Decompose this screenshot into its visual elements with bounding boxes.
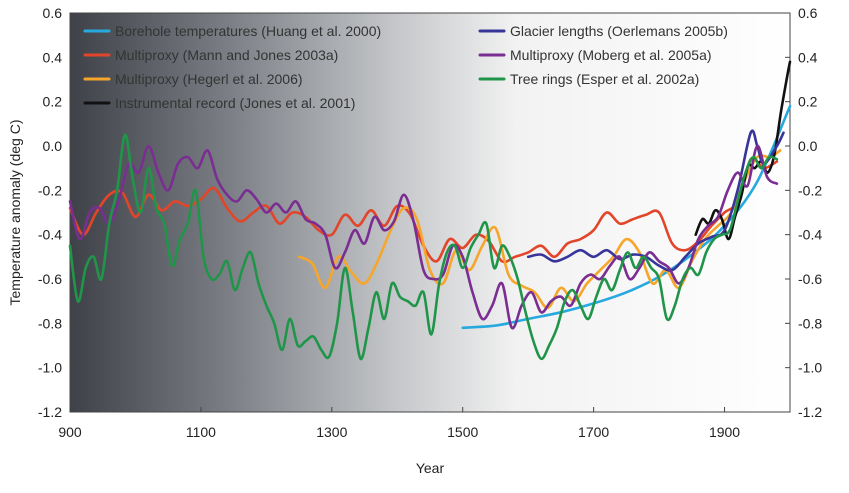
y-tick-label: 0.2 [43,94,63,110]
series-line-0 [461,104,792,330]
legend: Borehole temperatures (Huang et al. 2000… [83,23,728,111]
y-tick-label-right: 0.4 [798,49,818,65]
y-tick-label: 0.6 [43,5,63,21]
y-tick-label: -0.6 [38,271,62,287]
legend-label: Glacier lengths (Oerlemans 2005b) [510,23,728,39]
series-line-6 [68,133,779,361]
y-tick-label: -0.8 [38,315,62,331]
legend-label: Multiproxy (Hegerl et al. 2006) [115,71,303,87]
series-lines [68,60,792,361]
y-tick-label: -0.4 [38,227,62,243]
y-tick-label-right: -0.8 [798,315,822,331]
y-tick-label-right: -0.2 [798,182,822,198]
y-tick-label-right: -0.4 [798,227,822,243]
x-tick-label: 1500 [447,424,478,440]
plot-frame [69,12,791,413]
x-tick-label: 1300 [316,424,347,440]
y-tick-label-right: 0.0 [798,138,818,154]
x-tick-label: 1100 [186,424,216,440]
y-tick-label: -0.2 [38,182,62,198]
series-line-5 [68,144,779,330]
legend-label: Instrumental record (Jones et al. 2001) [115,95,355,111]
legend-label: Tree rings (Esper et al. 2002a) [510,71,699,87]
y-tick-label: 0.4 [43,49,63,65]
x-tick-label: 1900 [709,424,740,440]
y-tick-label: 0.0 [43,138,63,154]
y-tick-label-right: -1.0 [798,360,822,376]
y-tick-label: -1.2 [38,404,62,420]
x-axis-title: Year [416,460,445,476]
y-tick-label-right: 0.6 [798,5,818,21]
y-axis-right-tick-labels: 0.6 0.4 0.2 0.0 -0.2 -0.4 -0.6 -0.8 -1.0 -1.2 [798,5,822,420]
y-axis-tick-labels: 0.6 0.4 0.2 0.0 -0.2 -0.4 -0.6 -0.8 -1.0 -1.2 [38,5,62,420]
tick-marks [69,12,790,413]
x-axis-tick-labels: 900 1100 1300 1500 1700 1900 [58,424,740,440]
y-axis-title: Temperature anomaly (deg C) [7,120,23,306]
x-tick-label: 900 [58,424,82,440]
x-tick-label: 1700 [578,424,609,440]
y-tick-label-right: -0.6 [798,271,822,287]
y-tick-label: -1.0 [38,360,62,376]
y-tick-label-right: 0.2 [798,94,818,110]
series-line-4 [526,129,785,272]
y-tick-label-right: -1.2 [798,404,822,420]
legend-label: Multiproxy (Mann and Jones 2003a) [115,47,338,63]
legend-label: Borehole temperatures (Huang et al. 2000… [115,23,381,39]
legend-label: Multiproxy (Moberg et al. 2005a) [510,47,712,63]
